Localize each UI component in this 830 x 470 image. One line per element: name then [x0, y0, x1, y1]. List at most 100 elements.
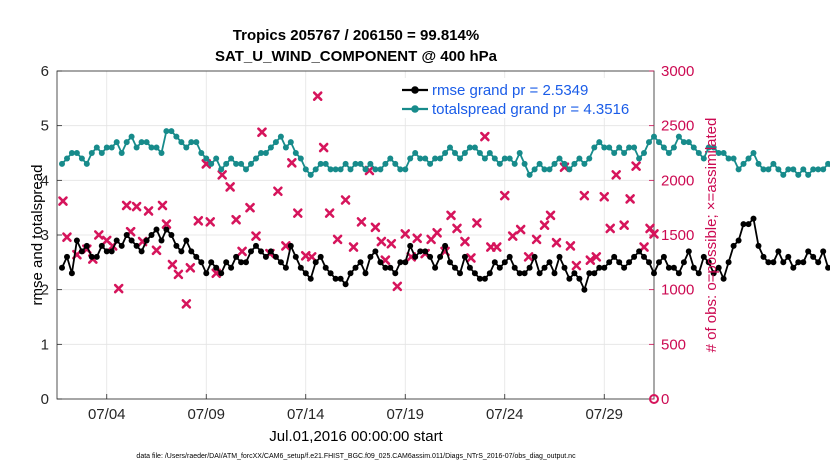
totalspread-point	[675, 133, 682, 140]
y-tick-label: 6	[41, 63, 49, 80]
rmse-point	[427, 253, 434, 260]
totalspread-point	[188, 139, 195, 146]
rmse-point	[646, 259, 652, 266]
rmse-point	[93, 253, 100, 260]
y-axis-label: rmse and totalspread	[29, 165, 46, 306]
totalspread-point	[327, 166, 334, 173]
totalspread-point	[78, 155, 85, 162]
obs-marker	[287, 158, 297, 168]
rmse-point	[367, 253, 374, 260]
rmse-point	[243, 259, 249, 266]
totalspread-point	[223, 160, 230, 167]
rmse-point	[536, 270, 543, 277]
rmse-point	[322, 264, 329, 271]
rmse-point	[685, 248, 692, 255]
obs-marker	[205, 217, 216, 227]
rmse-point	[218, 270, 225, 277]
totalspread-point	[730, 155, 737, 162]
legend-spread-label: totalspread grand pr = 4.3516	[432, 101, 629, 118]
rmse-point	[750, 215, 757, 222]
rmse-point	[287, 242, 294, 249]
rmse-point	[616, 259, 623, 266]
rmse-point	[591, 270, 598, 277]
obs-marker	[181, 299, 192, 309]
obs-marker	[531, 234, 542, 245]
rmse-point	[402, 259, 409, 266]
totalspread-point	[720, 150, 727, 156]
totalspread-point	[382, 160, 389, 167]
totalspread-point	[735, 166, 742, 173]
totalspread-point	[427, 160, 434, 167]
rmse-point	[571, 270, 578, 277]
totalspread-point	[586, 155, 593, 162]
rmse-point	[397, 259, 404, 266]
totalspread-point	[68, 150, 75, 156]
rmse-point	[611, 253, 618, 260]
totalspread-point	[621, 150, 628, 156]
totalspread-point	[307, 171, 314, 178]
rmse-point	[133, 242, 140, 249]
rmse-point	[486, 270, 493, 277]
rmse-point	[422, 248, 429, 255]
rmse-point	[815, 259, 822, 266]
y-tick-label: 4	[41, 172, 49, 189]
totalspread-point	[646, 139, 652, 146]
obs-marker	[472, 218, 482, 228]
y-axis-right-label: # of obs: o=possible; ×=assimilated	[703, 118, 720, 353]
y-tick-label: 0	[41, 391, 49, 408]
rmse-point	[228, 264, 235, 271]
chart-title: Tropics 205767 / 206150 = 99.814%	[233, 27, 479, 44]
rmse-point	[586, 270, 593, 277]
rmse-point	[690, 264, 697, 271]
totalspread-point	[432, 155, 439, 162]
totalspread-point	[820, 166, 827, 173]
totalspread-point	[670, 144, 677, 151]
totalspread-point	[158, 150, 165, 156]
totalspread-point	[457, 155, 463, 162]
footnote: data file: /Users/raeder/DAI/ATM_forcXX/…	[136, 453, 576, 460]
y-right-tick-label: 2000	[661, 172, 694, 189]
totalspread-point	[785, 166, 792, 173]
totalspread-point	[471, 144, 478, 151]
totalspread-point	[521, 160, 528, 167]
totalspread-point	[511, 160, 518, 167]
x-axis-label: Jul.01,2016 00:00:00 start	[269, 428, 443, 445]
obs-marker	[515, 224, 526, 235]
obs-marker	[523, 252, 534, 262]
rmse-point	[626, 259, 633, 266]
totalspread-point	[367, 160, 374, 167]
rmse-point	[238, 259, 245, 266]
rmse-point	[805, 248, 812, 255]
totalspread-point	[267, 144, 274, 151]
totalspread-point	[491, 155, 498, 162]
rmse-point	[496, 264, 503, 271]
rmse-point	[561, 264, 568, 271]
rmse-point	[715, 264, 722, 271]
rmse-point	[98, 242, 105, 249]
rmse-point	[417, 248, 424, 255]
rmse-point	[800, 259, 807, 266]
totalspread-point	[506, 155, 513, 162]
rmse-point	[59, 264, 65, 271]
rmse-point	[337, 275, 344, 282]
totalspread-point	[536, 160, 543, 167]
totalspread-point	[442, 150, 449, 156]
totalspread-point	[337, 166, 344, 173]
totalspread-point	[571, 160, 578, 167]
rmse-point	[541, 264, 548, 271]
totalspread-point	[496, 160, 503, 167]
rmse-point	[223, 259, 230, 266]
rmse-point	[700, 253, 707, 260]
totalspread-point	[297, 155, 304, 162]
totalspread-point	[700, 155, 707, 162]
totalspread-line	[61, 130, 830, 177]
y-right-tick-label: 2500	[661, 118, 694, 135]
obs-possible-marker	[649, 394, 659, 404]
totalspread-point	[481, 155, 488, 162]
x-tick-label: 07/04	[88, 406, 126, 423]
obs-marker	[545, 210, 556, 221]
rmse-point	[660, 253, 667, 260]
rmse-point	[596, 264, 603, 271]
totalspread-point	[680, 139, 687, 146]
rmse-point	[158, 237, 165, 244]
